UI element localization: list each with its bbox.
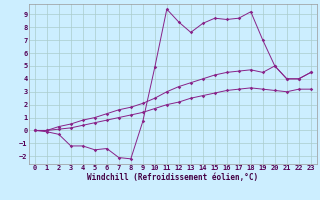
- X-axis label: Windchill (Refroidissement éolien,°C): Windchill (Refroidissement éolien,°C): [87, 173, 258, 182]
